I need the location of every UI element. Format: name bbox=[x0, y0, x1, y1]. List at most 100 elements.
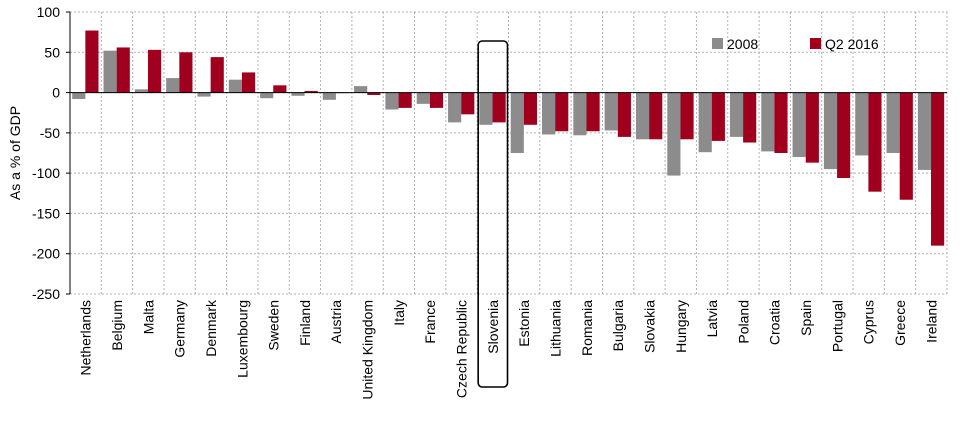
bar bbox=[461, 92, 475, 115]
bar bbox=[698, 92, 712, 153]
x-tick-label: Luxembourg bbox=[234, 300, 250, 378]
bar bbox=[367, 92, 381, 95]
bar bbox=[147, 49, 162, 93]
y-tick-labels: 100 50 0 -50 -100 -150 -200 -250 bbox=[32, 4, 60, 302]
x-tick-label: Portugal bbox=[829, 300, 845, 352]
bar bbox=[649, 92, 663, 140]
grid bbox=[70, 11, 948, 295]
x-tick-label: Poland bbox=[735, 300, 751, 344]
bar bbox=[635, 92, 650, 140]
bar bbox=[85, 30, 99, 93]
x-tick-label: Belgium bbox=[109, 300, 125, 351]
bar bbox=[886, 92, 900, 153]
bar bbox=[273, 85, 287, 93]
bar bbox=[385, 92, 399, 110]
bar bbox=[604, 92, 618, 131]
y-tick-label: 50 bbox=[44, 44, 60, 60]
bar bbox=[492, 92, 506, 123]
bar bbox=[134, 89, 148, 93]
bar bbox=[416, 92, 430, 104]
bar bbox=[510, 92, 524, 153]
bar bbox=[774, 92, 788, 153]
bar bbox=[72, 92, 86, 100]
bar bbox=[743, 92, 757, 143]
x-tick-label: Italy bbox=[391, 300, 407, 326]
bar bbox=[398, 92, 412, 108]
bar bbox=[761, 92, 775, 152]
bar bbox=[179, 52, 193, 93]
bar bbox=[103, 50, 117, 93]
bar bbox=[667, 92, 681, 176]
x-tick-label: Estonia bbox=[516, 300, 532, 347]
bar bbox=[792, 92, 806, 158]
y-tick-label: -50 bbox=[40, 125, 60, 141]
bar bbox=[868, 92, 882, 192]
legend-swatch bbox=[712, 38, 723, 49]
bar bbox=[542, 92, 556, 135]
x-tick-label: Slovakia bbox=[641, 300, 657, 353]
x-tick-label: Ireland bbox=[923, 300, 939, 343]
bars bbox=[72, 30, 945, 246]
y-axis-label: As a % of GDP bbox=[7, 106, 23, 200]
bar bbox=[837, 92, 851, 178]
bar bbox=[680, 92, 694, 140]
x-tick-label: Croatia bbox=[767, 300, 783, 345]
bar bbox=[429, 92, 444, 108]
legend-swatch bbox=[810, 38, 821, 49]
x-tick-label: Czech Republic bbox=[454, 300, 470, 398]
axes bbox=[66, 11, 947, 295]
bar bbox=[166, 78, 180, 93]
bar bbox=[917, 92, 932, 170]
bar bbox=[197, 92, 211, 97]
y-tick-label: 0 bbox=[52, 85, 60, 101]
x-tick-label: Finland bbox=[297, 300, 313, 346]
bar bbox=[354, 86, 368, 93]
y-tick-label: -200 bbox=[32, 246, 60, 262]
x-tick-label: Latvia bbox=[704, 300, 720, 338]
bar bbox=[523, 92, 538, 125]
bar bbox=[805, 92, 819, 163]
x-tick-label: Romania bbox=[579, 300, 595, 356]
bar bbox=[573, 92, 587, 136]
legend-label: 2008 bbox=[727, 36, 758, 52]
legend: 2008 Q2 2016 bbox=[712, 36, 879, 52]
y-tick-label: -100 bbox=[32, 165, 60, 181]
x-tick-label: Malta bbox=[140, 300, 156, 334]
bar bbox=[291, 92, 305, 96]
x-tick-label: Lithuania bbox=[547, 300, 563, 357]
bar bbox=[448, 92, 462, 123]
bar bbox=[304, 90, 318, 93]
x-tick-label: Denmark bbox=[203, 299, 219, 357]
y-tick-label: -250 bbox=[32, 286, 60, 302]
x-tick-label: United Kingdom bbox=[360, 300, 376, 400]
x-tick-labels: Netherlands Belgium Malta Germany Denmark Lux… bbox=[78, 299, 940, 400]
bar bbox=[823, 92, 838, 170]
x-tick-label: Germany bbox=[172, 300, 188, 358]
bar bbox=[711, 92, 725, 141]
bar bbox=[322, 92, 336, 100]
legend-label: Q2 2016 bbox=[825, 36, 879, 52]
bar bbox=[729, 92, 744, 137]
x-tick-label: Austria bbox=[328, 300, 344, 344]
bar bbox=[586, 92, 600, 132]
x-tick-label: Spain bbox=[798, 300, 814, 336]
x-tick-label: Hungary bbox=[673, 300, 689, 353]
bar bbox=[899, 92, 913, 200]
x-tick-label: Netherlands bbox=[78, 300, 94, 376]
x-tick-label: Cyprus bbox=[861, 300, 877, 344]
bar bbox=[931, 92, 945, 246]
x-tick-label: Greece bbox=[892, 300, 908, 346]
x-tick-label: Bulgaria bbox=[610, 300, 626, 352]
x-tick-label: Slovenia bbox=[485, 300, 501, 354]
y-tick-label: 100 bbox=[37, 4, 61, 20]
bar bbox=[210, 57, 224, 93]
bar bbox=[260, 92, 274, 99]
bar bbox=[241, 72, 256, 93]
y-tick-label: -150 bbox=[32, 205, 60, 221]
bar bbox=[116, 47, 130, 93]
bar bbox=[855, 92, 869, 156]
x-tick-label: Sweden bbox=[266, 300, 282, 351]
bar bbox=[555, 92, 569, 132]
bar bbox=[617, 92, 631, 137]
